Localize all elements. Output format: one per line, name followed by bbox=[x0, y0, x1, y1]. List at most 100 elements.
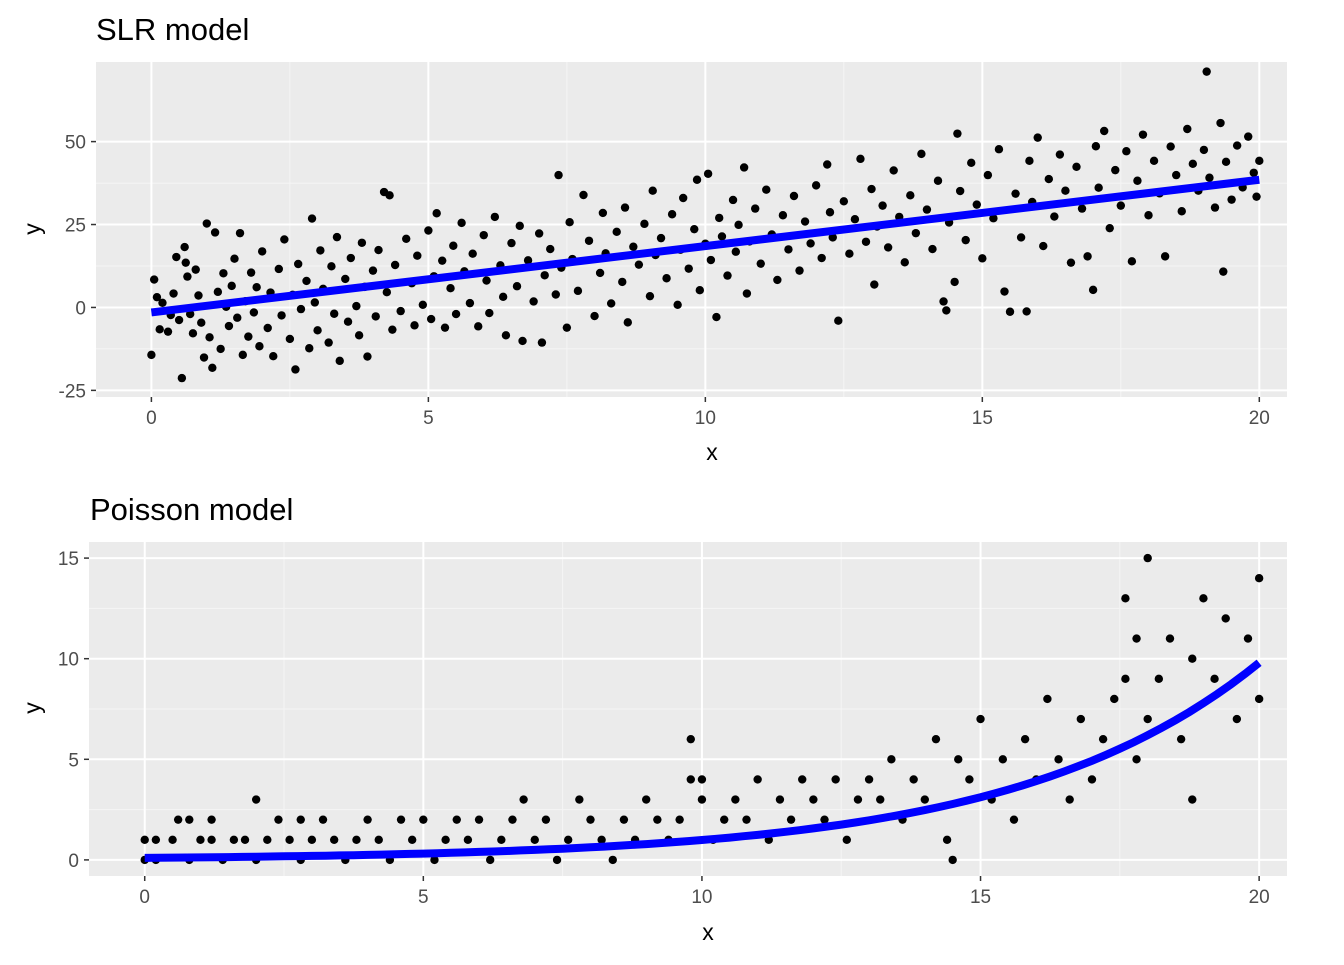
fitted-curve bbox=[150, 175, 1260, 317]
data-point bbox=[692, 175, 702, 184]
data-point bbox=[210, 228, 220, 237]
data-point bbox=[1022, 307, 1031, 316]
data-point bbox=[346, 253, 356, 263]
data-point bbox=[1009, 815, 1019, 824]
data-point bbox=[1000, 287, 1009, 296]
data-point bbox=[773, 275, 782, 285]
data-point bbox=[618, 277, 627, 287]
data-point bbox=[213, 287, 223, 297]
data-point bbox=[1149, 156, 1159, 166]
data-point bbox=[390, 260, 400, 270]
data-point bbox=[277, 311, 286, 320]
data-point bbox=[402, 234, 411, 243]
data-point bbox=[208, 363, 217, 373]
data-point bbox=[954, 755, 963, 764]
data-point bbox=[922, 205, 932, 214]
data-point bbox=[584, 236, 594, 245]
x-tick-label: 5 bbox=[418, 887, 429, 908]
data-point bbox=[839, 197, 849, 206]
data-point bbox=[534, 229, 544, 238]
data-point bbox=[955, 186, 965, 196]
data-point bbox=[1099, 126, 1109, 136]
data-point bbox=[878, 201, 887, 210]
data-point bbox=[619, 815, 629, 824]
data-point bbox=[479, 230, 488, 240]
data-point bbox=[720, 815, 729, 824]
data-point bbox=[876, 795, 885, 804]
data-point bbox=[554, 170, 563, 180]
data-point bbox=[1088, 285, 1098, 295]
data-point bbox=[742, 289, 752, 298]
data-point bbox=[529, 297, 538, 306]
data-point bbox=[883, 243, 893, 252]
data-point bbox=[590, 311, 599, 321]
data-point bbox=[371, 312, 380, 321]
data-point bbox=[396, 306, 405, 316]
data-point bbox=[606, 299, 616, 308]
slr-grid bbox=[96, 62, 1287, 397]
data-point bbox=[1076, 714, 1086, 724]
data-point bbox=[1011, 189, 1020, 198]
data-point bbox=[1121, 674, 1130, 684]
data-point bbox=[219, 269, 228, 278]
data-point bbox=[155, 325, 164, 334]
data-point bbox=[850, 215, 860, 224]
data-point bbox=[731, 247, 741, 256]
data-point bbox=[332, 232, 342, 242]
data-point bbox=[188, 329, 198, 338]
data-point bbox=[673, 300, 682, 309]
x-tick-label: 0 bbox=[146, 408, 157, 429]
data-point bbox=[255, 342, 264, 351]
data-point bbox=[410, 321, 419, 330]
data-point bbox=[656, 233, 666, 243]
data-point bbox=[274, 815, 283, 824]
y-tick-label: 15 bbox=[58, 549, 79, 570]
fitted-curve bbox=[144, 659, 1262, 862]
data-point bbox=[181, 258, 190, 267]
data-point bbox=[579, 190, 588, 200]
data-point bbox=[1199, 145, 1209, 155]
data-point bbox=[983, 170, 993, 180]
poisson-points bbox=[140, 553, 1264, 865]
data-point bbox=[274, 264, 284, 274]
data-point bbox=[540, 271, 549, 280]
data-point bbox=[1054, 755, 1063, 764]
data-point bbox=[762, 185, 771, 194]
data-point bbox=[313, 326, 322, 335]
data-point bbox=[1210, 674, 1219, 684]
data-point bbox=[149, 275, 159, 284]
data-point bbox=[972, 200, 981, 209]
data-point bbox=[1143, 553, 1152, 563]
data-point bbox=[917, 149, 926, 159]
data-point bbox=[452, 815, 461, 824]
data-point bbox=[501, 331, 511, 340]
data-point bbox=[1188, 795, 1197, 804]
data-point bbox=[1061, 186, 1070, 195]
data-point bbox=[739, 163, 749, 172]
slr-title: SLR model bbox=[96, 12, 249, 47]
data-point bbox=[648, 186, 657, 195]
data-point bbox=[352, 301, 361, 311]
x-tick-label: 0 bbox=[139, 887, 150, 908]
data-point bbox=[1165, 634, 1175, 643]
data-point bbox=[374, 245, 383, 255]
data-point bbox=[498, 292, 508, 302]
slr-fit-line bbox=[150, 175, 1260, 317]
data-point bbox=[432, 209, 441, 218]
y-tick-label: 0 bbox=[68, 851, 79, 872]
data-point bbox=[1043, 694, 1052, 704]
data-point bbox=[817, 253, 826, 263]
data-point bbox=[1105, 223, 1114, 233]
data-point bbox=[341, 274, 350, 284]
data-point bbox=[684, 264, 693, 273]
data-point bbox=[235, 228, 245, 238]
data-point bbox=[640, 219, 649, 229]
data-point bbox=[775, 795, 785, 804]
data-point bbox=[887, 755, 896, 764]
data-point bbox=[1172, 170, 1181, 180]
data-point bbox=[280, 235, 289, 244]
data-point bbox=[465, 298, 475, 308]
data-point bbox=[1243, 634, 1253, 643]
data-point bbox=[407, 835, 417, 844]
data-point bbox=[965, 775, 974, 784]
